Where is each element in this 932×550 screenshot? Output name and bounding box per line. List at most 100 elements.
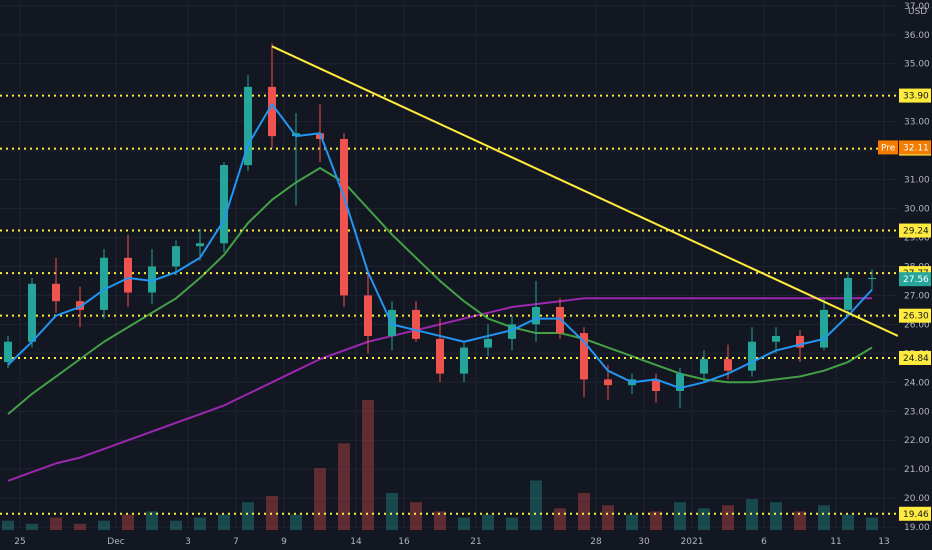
volume-bar: [50, 517, 62, 530]
x-tick-label: 25: [14, 537, 25, 547]
volume-bar: [674, 502, 686, 530]
volume-bar: [146, 511, 158, 530]
level-price-tag: [899, 88, 931, 103]
volume-bar: [698, 508, 710, 530]
candle-body: [868, 278, 876, 280]
y-tick-label: 20.00: [904, 494, 930, 504]
level-price-tag: [899, 350, 931, 365]
candle-body: [604, 379, 612, 386]
candle-body: [556, 306, 564, 334]
premarket-tag-label: Pre: [881, 143, 896, 153]
volume-bar: [74, 523, 86, 530]
volume-bar: [410, 502, 422, 530]
candle-body: [340, 139, 348, 296]
y-tick-label: 35.00: [904, 60, 930, 70]
candle-body: [316, 133, 324, 140]
y-tick-label: 22.00: [904, 436, 930, 446]
level-price-label: 24.84: [903, 354, 929, 364]
candle-body: [652, 379, 660, 391]
volume-bar: [458, 517, 470, 530]
y-tick-label: 33.00: [904, 118, 930, 128]
price-axis[interactable]: [898, 0, 932, 530]
x-tick-label: 21: [470, 537, 481, 547]
candle-body: [52, 283, 60, 302]
volume-bar: [362, 400, 374, 530]
premarket-price-box: [899, 140, 931, 155]
volume-bar: [482, 514, 494, 530]
x-tick-label: 30: [638, 537, 650, 547]
time-axis-ticks: 25 Dec 3 7 9 14 16 21 28 30 2021 6 11 13: [14, 537, 889, 547]
volume-bar: [26, 523, 38, 530]
x-tick-label: 14: [350, 537, 362, 547]
candle-body: [700, 359, 708, 374]
sma-mid-line: [7, 166, 873, 415]
candle-body: [364, 295, 372, 336]
level-price-label: 19.46: [903, 510, 929, 520]
volume-bar: [122, 514, 134, 530]
premarket-tag-box: [878, 140, 898, 155]
candle-body: [4, 341, 12, 363]
volume-bar: [506, 517, 518, 530]
volume-bar: [770, 502, 782, 530]
candle-body: [220, 165, 228, 244]
time-axis[interactable]: [0, 530, 932, 550]
y-tick-label: 19.00: [904, 523, 930, 533]
candle-body: [796, 335, 804, 348]
volume-bar: [578, 492, 590, 530]
candle-body: [772, 335, 780, 342]
candle-body: [724, 359, 732, 371]
volume-bar: [218, 514, 230, 530]
currency-label: USD: [908, 7, 927, 17]
volume-bar: [338, 443, 350, 530]
volume-bar: [602, 505, 614, 530]
candle-body: [484, 338, 492, 348]
volume-bar: [794, 511, 806, 530]
candle-body: [196, 243, 204, 247]
x-tick-label: 16: [398, 537, 410, 547]
volume-bar: [170, 520, 182, 530]
last-price-label: 27.56: [903, 275, 929, 285]
y-tick-label: 31.00: [904, 176, 930, 186]
x-tick-label: 9: [281, 537, 287, 547]
volume-bar: [626, 514, 638, 530]
premarket-price-label: 32.11: [903, 143, 929, 153]
candle-body: [436, 338, 444, 374]
candle-body: [532, 306, 540, 325]
price-tags: 33.9032.0729.2427.7726.3024.8419.46Pre32…: [878, 88, 931, 521]
volume-bar: [554, 508, 566, 530]
level-price-tag: [899, 308, 931, 323]
y-tick-label: 37.00: [904, 2, 930, 12]
candle-body: [748, 341, 756, 371]
level-price-tag: [899, 223, 931, 238]
volume-bar: [866, 517, 878, 530]
level-price-tag: [899, 506, 931, 521]
trendline[interactable]: [271, 45, 899, 337]
last-price-box: [899, 272, 931, 287]
x-tick-label: 28: [590, 537, 602, 547]
level-price-label: 33.90: [903, 92, 929, 102]
volume-bar: [242, 502, 254, 530]
volume-bar: [530, 480, 542, 530]
candle-body: [172, 246, 180, 267]
y-tick-label: 21.00: [904, 465, 930, 475]
candle-body: [412, 309, 420, 339]
y-tick-label: 36.00: [904, 31, 930, 41]
x-tick-label: 2021: [681, 537, 704, 547]
candle-body: [580, 333, 588, 380]
volume-bar: [98, 520, 110, 530]
candle-body: [820, 309, 828, 348]
y-tick-label: 27.00: [904, 291, 930, 301]
candle-body: [460, 347, 468, 374]
candle-body: [28, 283, 36, 342]
y-tick-label: 24.00: [904, 378, 930, 388]
volume-bar: [650, 511, 662, 530]
volume-bar: [818, 505, 830, 530]
volume-bar: [290, 514, 302, 530]
x-tick-label: 7: [233, 537, 239, 547]
volume-bar: [314, 468, 326, 530]
volume-bar: [2, 520, 14, 530]
volume-bar: [722, 505, 734, 530]
x-tick-label: 6: [761, 537, 767, 547]
